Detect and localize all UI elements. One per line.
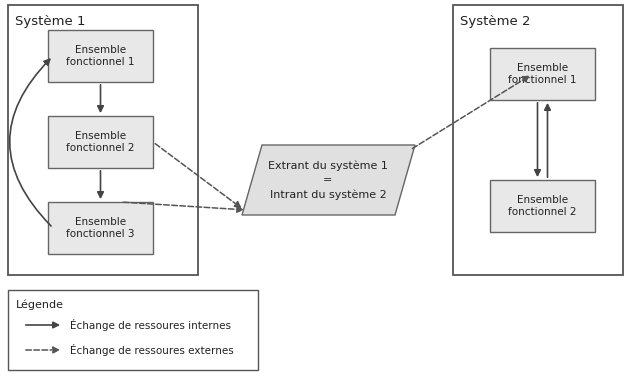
Text: Ensemble
fonctionnel 2: Ensemble fonctionnel 2 [66,131,135,153]
Text: Extrant du système 1
=
Intrant du système 2: Extrant du système 1 = Intrant du systèm… [268,160,388,200]
Bar [490,48,595,100]
Bar [48,116,153,168]
Bar [8,5,198,275]
Text: Ensemble
fonctionnel 1: Ensemble fonctionnel 1 [508,63,577,85]
Bar [453,5,623,275]
Text: Système 1: Système 1 [15,14,85,28]
Text: Ensemble
fonctionnel 1: Ensemble fonctionnel 1 [66,45,135,67]
Text: Ensemble
fonctionnel 2: Ensemble fonctionnel 2 [508,195,577,217]
Text: Système 2: Système 2 [460,14,531,28]
Bar [8,290,258,370]
Polygon shape [242,145,415,215]
Text: Échange de ressoures internes: Échange de ressoures internes [70,319,231,331]
Bar [48,30,153,82]
Bar [48,202,153,254]
Text: Ensemble
fonctionnel 3: Ensemble fonctionnel 3 [66,217,135,239]
Text: Échange de ressoures externes: Échange de ressoures externes [70,344,233,356]
Text: Légende: Légende [16,300,64,311]
Bar [490,180,595,232]
